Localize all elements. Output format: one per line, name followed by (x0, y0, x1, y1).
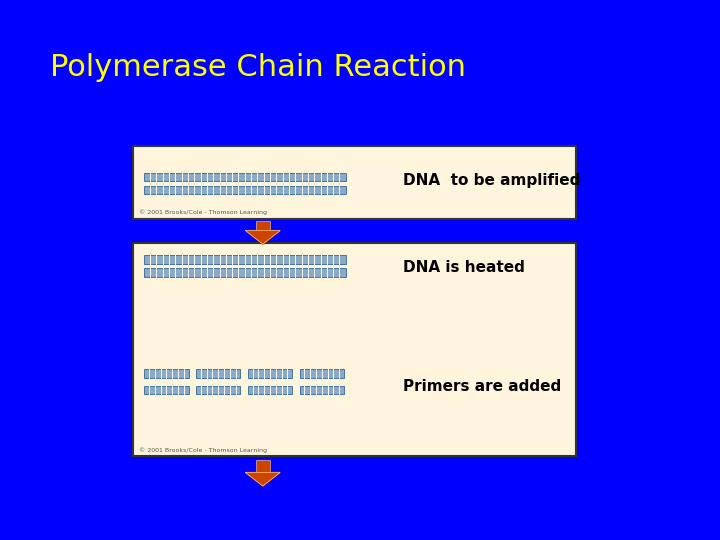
Bar (256, 460, 270, 472)
Polygon shape (246, 231, 280, 244)
Bar (196, 386, 240, 394)
Bar (248, 369, 292, 378)
Bar (144, 386, 189, 394)
Polygon shape (246, 472, 280, 486)
Bar (144, 268, 346, 277)
Bar (256, 221, 270, 231)
Bar (144, 369, 189, 378)
Bar (133, 146, 576, 219)
Text: Polymerase Chain Reaction: Polymerase Chain Reaction (50, 53, 467, 82)
Bar (144, 255, 346, 264)
Text: Primers are added: Primers are added (403, 379, 562, 394)
Bar (133, 243, 576, 456)
Text: DNA is heated: DNA is heated (403, 260, 525, 275)
Bar (300, 386, 344, 394)
Bar (248, 386, 292, 394)
Text: © 2001 Brooks/Cole - Thomson Learning: © 2001 Brooks/Cole - Thomson Learning (139, 448, 267, 453)
Bar (144, 173, 346, 181)
Text: DNA  to be amplified: DNA to be amplified (403, 173, 580, 188)
Bar (196, 369, 240, 378)
Bar (144, 186, 346, 194)
Text: © 2001 Brooks/Cole - Thomson Learning: © 2001 Brooks/Cole - Thomson Learning (139, 210, 267, 215)
Bar (300, 369, 344, 378)
